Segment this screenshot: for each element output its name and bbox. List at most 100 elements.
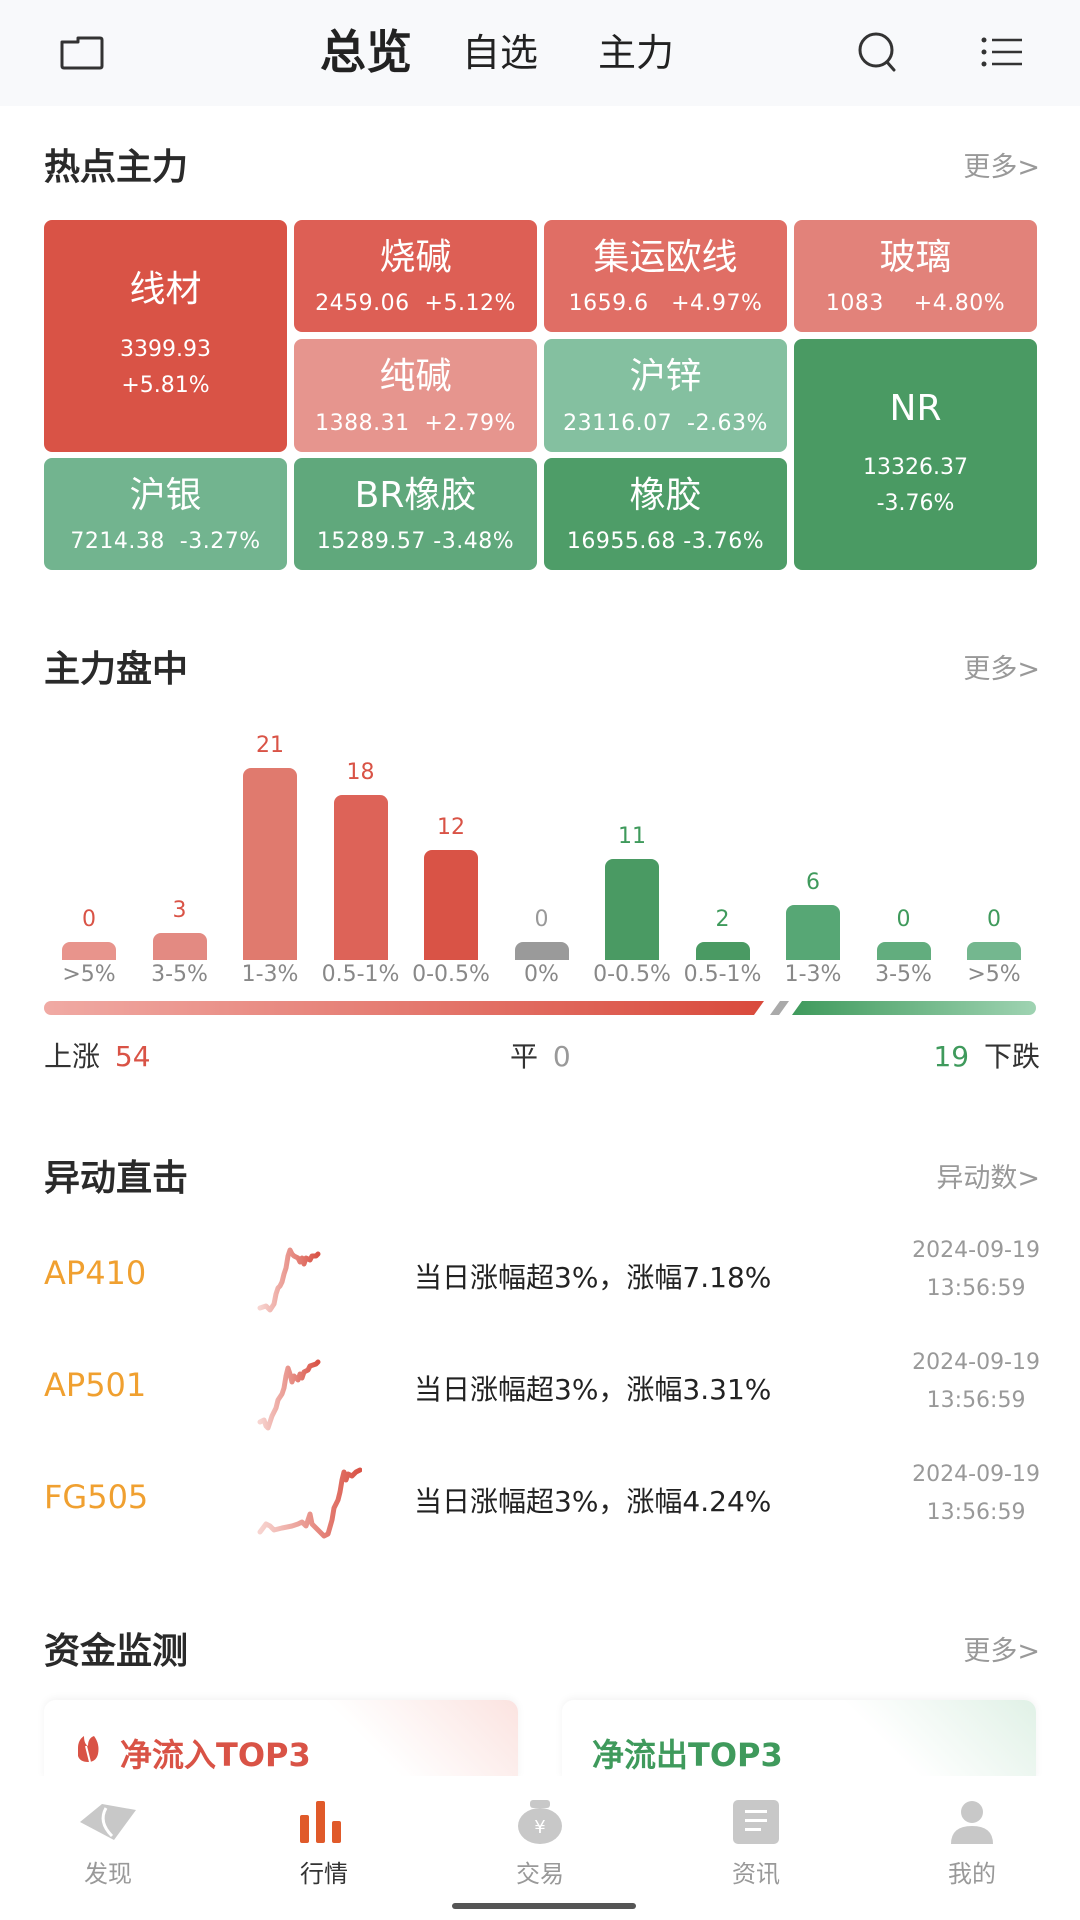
bar-category-label: 0-0.5% <box>593 962 671 987</box>
heatmap-tile[interactable]: 沪锌 23116.07 -2.63% <box>544 339 787 452</box>
nav-trade[interactable]: ¥ 交易 <box>480 1798 600 1889</box>
bar-column[interactable]: 21 <box>225 733 315 960</box>
bar-column[interactable]: 18 <box>316 760 406 960</box>
sparkline <box>257 1467 362 1539</box>
outflow-title: 净流出TOP3 <box>592 1736 783 1774</box>
tab-main-contracts[interactable]: 主力 <box>598 30 675 75</box>
heatmap-tile[interactable]: BR橡胶 15289.57 -3.48% <box>294 458 537 570</box>
bar-column[interactable]: 12 <box>406 815 496 960</box>
net-outflow-card[interactable]: 净流出TOP3 <box>562 1700 1036 1780</box>
alert-count-link[interactable]: 异动数> <box>936 1162 1040 1194</box>
heatmap-tile[interactable]: 纯碱 1388.31 +2.79% <box>294 339 537 452</box>
funds-section-header: 资金监测 更多> <box>44 1618 1040 1678</box>
flame-icon <box>74 1734 102 1768</box>
heatmap-tile[interactable]: NR 13326.37 -3.76% <box>794 339 1037 570</box>
alert-timestamp: 2024-09-19 13:56:59 <box>912 1462 1040 1525</box>
bar <box>786 905 840 960</box>
heatmap-tile[interactable]: 线材 3399.93 +5.81% <box>44 220 287 452</box>
nav-profile[interactable]: 我的 <box>912 1798 1032 1889</box>
contract-code: FG505 <box>44 1478 149 1516</box>
section-title: 资金监测 <box>44 1631 189 1672</box>
inflow-title: 净流入TOP3 <box>120 1736 311 1774</box>
bar-value: 6 <box>806 870 820 895</box>
contract-code: AP501 <box>44 1366 147 1404</box>
bar-category-label: 0% <box>524 962 559 987</box>
tab-watchlist[interactable]: 自选 <box>462 30 539 75</box>
bar-category-label: >5% <box>62 962 116 987</box>
sparkline <box>257 1247 321 1313</box>
bar <box>424 850 478 960</box>
tab-overview[interactable]: 总览 <box>320 25 412 79</box>
bar <box>152 933 207 960</box>
bar-category-label: 1-3% <box>241 962 299 987</box>
section-title: 异动直击 <box>44 1158 189 1199</box>
bar <box>876 942 931 960</box>
nav-discover[interactable]: 发现 <box>48 1798 168 1889</box>
bar <box>695 942 750 960</box>
nav-news[interactable]: 资讯 <box>696 1798 816 1889</box>
alert-row[interactable]: AP410 当日涨幅超3%，涨幅7.18% 2024-09-19 13:56:5… <box>44 1226 1040 1326</box>
heatmap-tile[interactable]: 橡胶 16955.68 -3.76% <box>544 458 787 570</box>
heatmap-tile[interactable]: 沪银 7214.38 -3.27% <box>44 458 287 570</box>
discover-icon <box>78 1798 138 1846</box>
alert-row[interactable]: FG505 当日涨幅超3%，涨幅4.24% 2024-09-19 13:56:5… <box>44 1450 1040 1550</box>
alert-message: 当日涨幅超3%，涨幅4.24% <box>414 1485 772 1518</box>
more-link[interactable]: 更多> <box>963 1635 1040 1667</box>
menu-list-icon[interactable] <box>972 22 1032 82</box>
more-link[interactable]: 更多> <box>963 653 1040 685</box>
contract-code: AP410 <box>44 1254 147 1292</box>
net-inflow-card[interactable]: 净流入TOP3 <box>44 1700 518 1780</box>
bar-value: 12 <box>437 815 465 840</box>
bar-column[interactable]: 0 <box>497 907 587 960</box>
bar-value: 3 <box>172 898 187 923</box>
alert-message: 当日涨幅超3%，涨幅3.31% <box>414 1373 772 1406</box>
bar-category-label: 3-5% <box>875 962 932 987</box>
flat-count: 0 <box>552 1040 571 1073</box>
bar-column[interactable]: 0 <box>44 907 134 960</box>
alert-timestamp: 2024-09-19 13:56:59 <box>912 1238 1040 1301</box>
bar-category-label: 0.5-1% <box>321 962 400 987</box>
up-count: 54 <box>114 1040 151 1073</box>
heatmap-tile[interactable]: 玻璃 1083 +4.80% <box>794 220 1037 332</box>
bar-value: 0 <box>534 907 549 932</box>
section-title: 热点主力 <box>44 147 189 188</box>
user-icon <box>942 1798 1002 1846</box>
up-down-summary: 上涨 54 平 0 19 下跌 <box>44 1035 1040 1079</box>
alert-timestamp: 2024-09-19 13:56:59 <box>912 1350 1040 1413</box>
bar-column[interactable]: 3 <box>135 898 225 960</box>
bar-category-label: 0-0.5% <box>412 962 490 987</box>
bar-category-label: 0.5-1% <box>683 962 762 987</box>
top-bar: 总览 自选 主力 <box>0 0 1080 106</box>
bar-category-label: 1-3% <box>784 962 842 987</box>
alert-message: 当日涨幅超3%，涨幅7.18% <box>414 1261 772 1294</box>
bar <box>605 859 659 960</box>
up-label: 上涨 <box>44 1040 101 1073</box>
bar-column[interactable]: 0 <box>949 907 1039 960</box>
heatmap-tile[interactable]: 烧碱 2459.06 +5.12% <box>294 220 537 332</box>
bar-category-label: >5% <box>967 962 1021 987</box>
top-tabs: 总览 自选 主力 <box>320 14 734 84</box>
news-doc-icon <box>726 1798 786 1846</box>
alert-row[interactable]: AP501 当日涨幅超3%，涨幅3.31% 2024-09-19 13:56:5… <box>44 1338 1040 1438</box>
more-link[interactable]: 更多> <box>963 151 1040 183</box>
bar-column[interactable]: 11 <box>587 824 677 960</box>
bar <box>514 942 569 960</box>
nav-market[interactable]: 行情 <box>264 1798 384 1889</box>
bar-column[interactable]: 0 <box>859 907 949 960</box>
down-label: 下跌 <box>983 1040 1040 1073</box>
alerts-section-header: 异动直击 异动数> <box>44 1145 1040 1205</box>
up-down-ratio-bar <box>44 1000 1036 1015</box>
heatmap-tile[interactable]: 集运欧线 1659.6 +4.97% <box>544 220 787 332</box>
search-icon[interactable] <box>848 22 908 82</box>
bar-value: 0 <box>896 907 911 932</box>
bar-column[interactable]: 6 <box>768 870 858 960</box>
bar-column[interactable]: 2 <box>678 907 768 960</box>
money-bag-icon: ¥ <box>510 1798 570 1846</box>
bar <box>243 768 297 960</box>
bar <box>967 942 1021 960</box>
down-count: 19 <box>933 1040 970 1073</box>
home-indicator[interactable] <box>452 1903 636 1909</box>
folder-icon[interactable] <box>52 22 112 82</box>
bar <box>333 795 388 960</box>
flat-label: 平 <box>510 1040 539 1073</box>
